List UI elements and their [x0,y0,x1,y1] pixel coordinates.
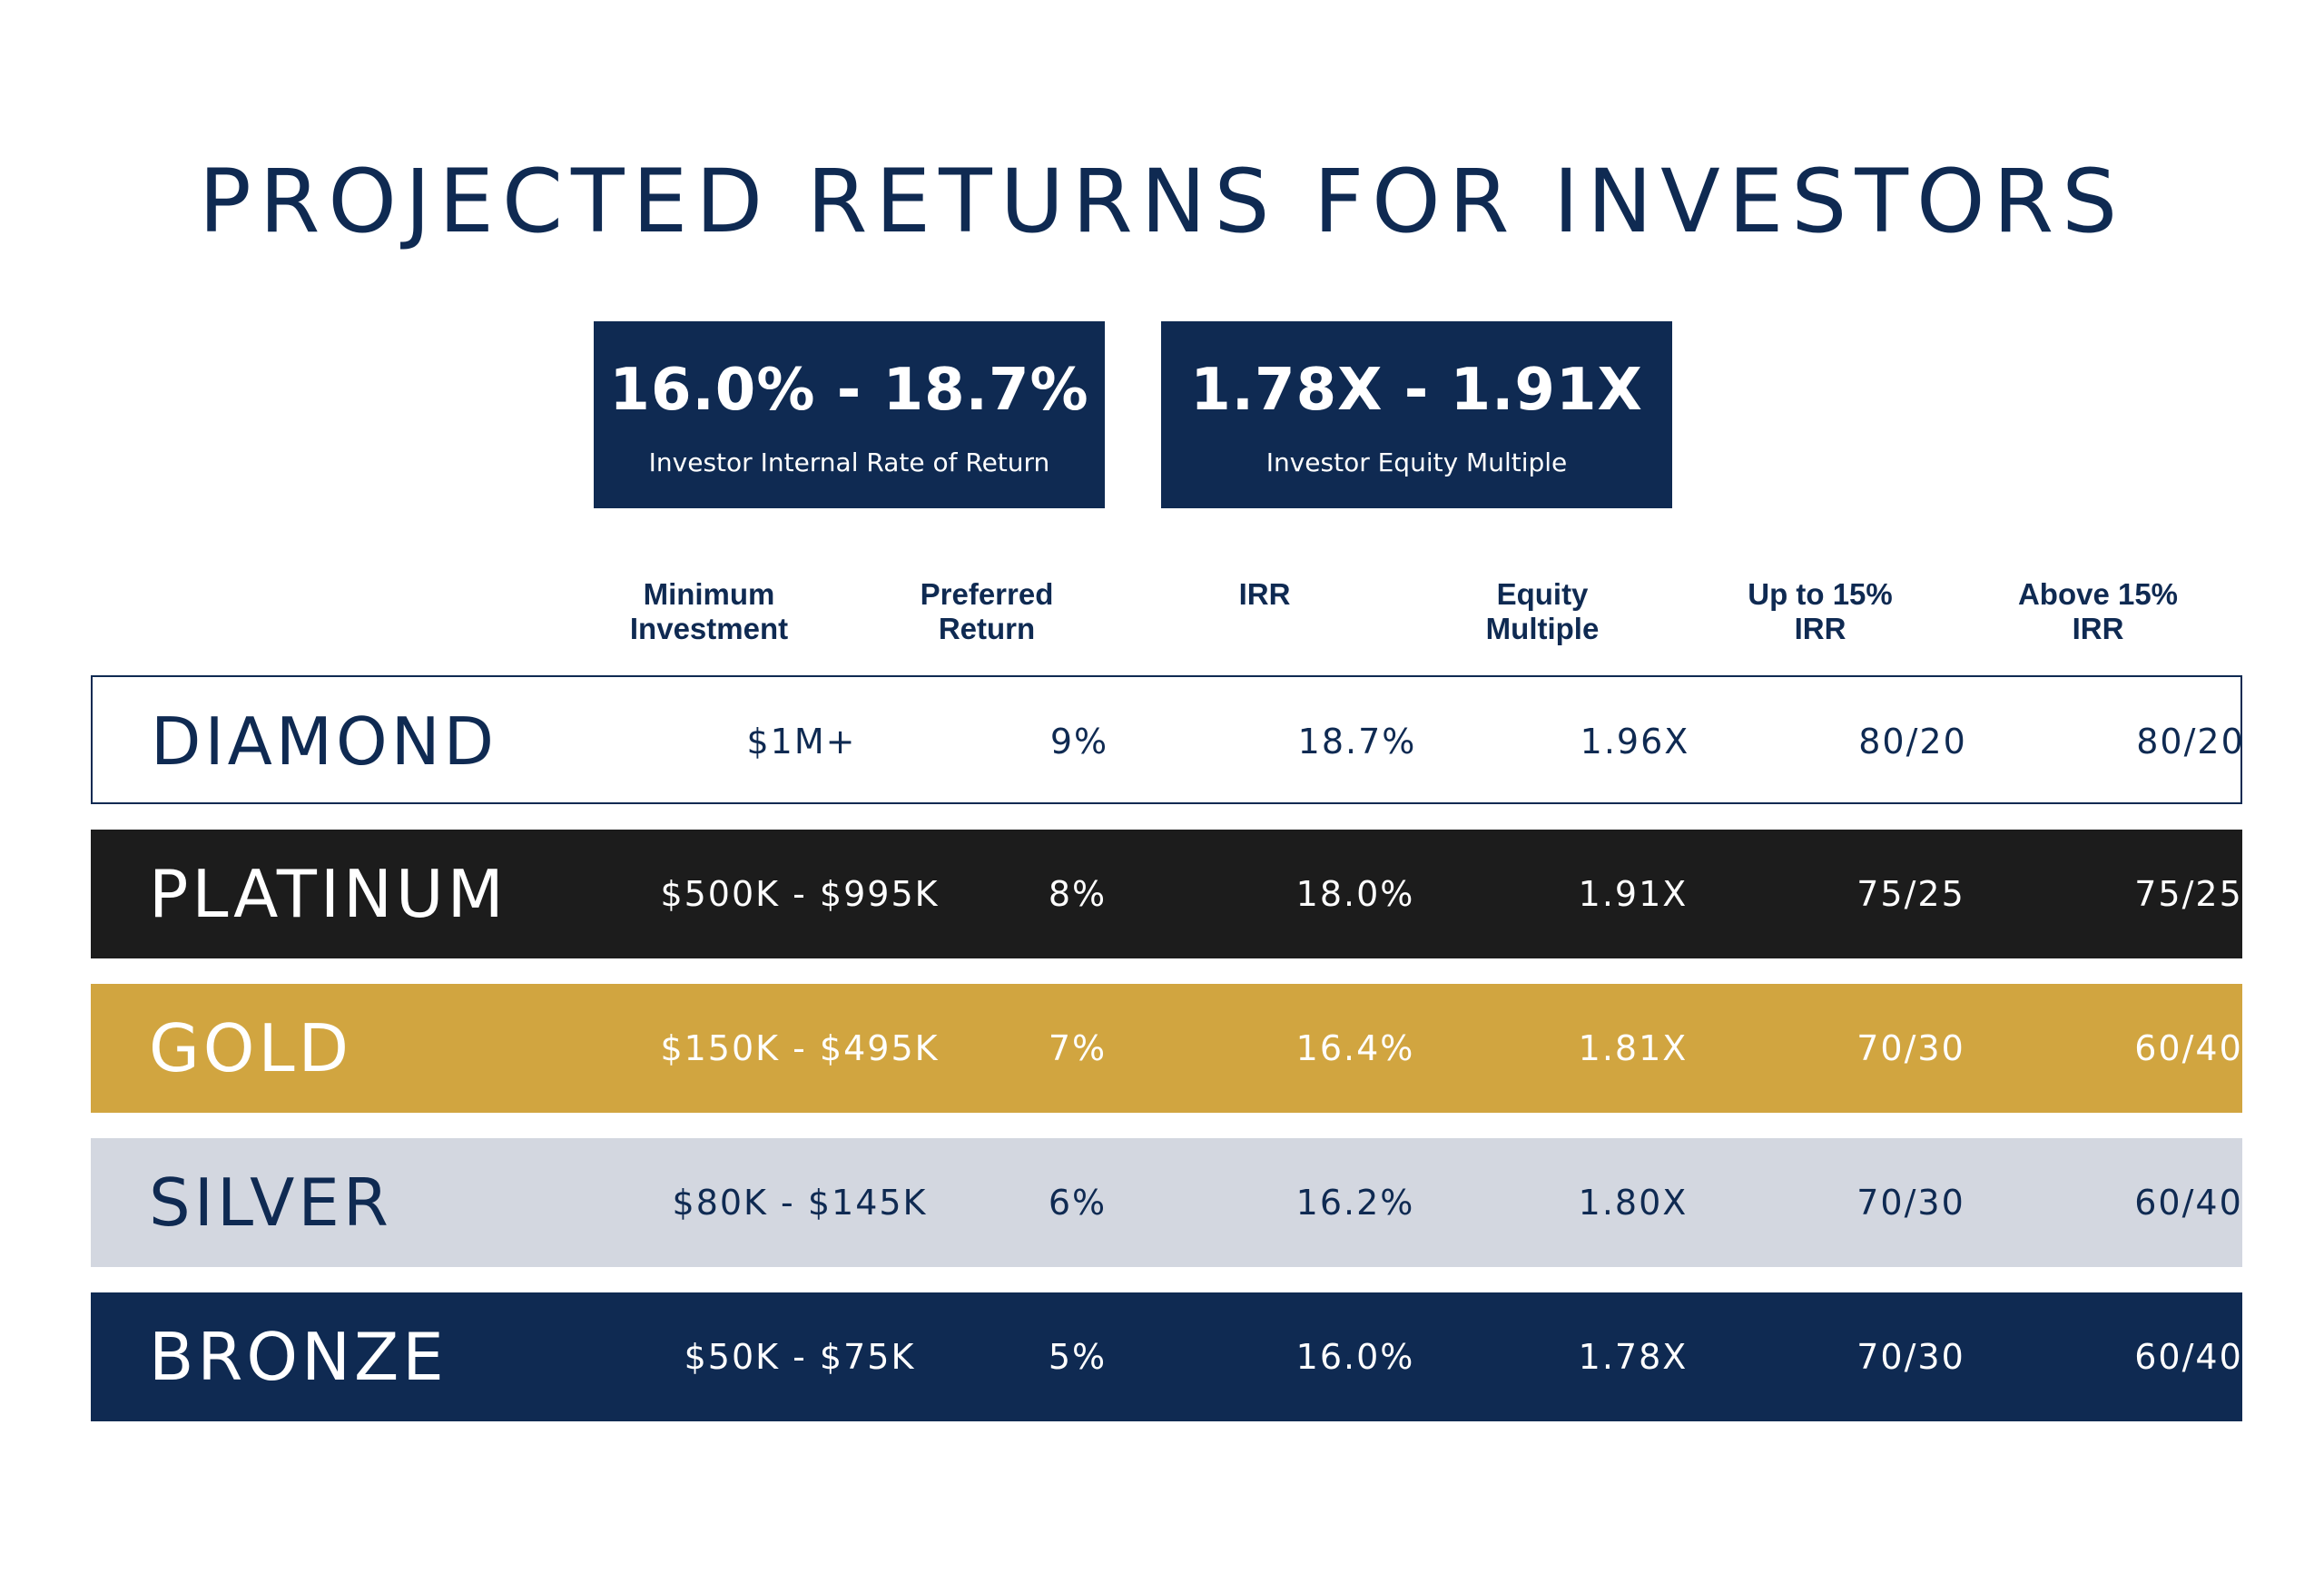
equity-multiple-range-value: 1.78X - 1.91X [1190,357,1643,424]
irr-summary-box: 16.0% - 18.7% Investor Internal Rate of … [594,321,1105,508]
column-header-line: Minimum [643,577,775,611]
column-header-irr: IRR [1128,577,1401,612]
up-to-15-irr-cell: 70/30 [1856,1183,1965,1223]
column-header-line: IRR [1238,577,1291,611]
above-15-irr-cell: 80/20 [2136,722,2245,762]
tier-name: PLATINUM [149,856,507,932]
column-header-up-to-15-irr: Up to 15% IRR [1684,577,1956,646]
preferred-return-cell: 5% [1048,1337,1108,1377]
tier-row-gold: GOLD $150K - $495K 7% 16.4% 1.81X 70/30 … [91,984,2242,1113]
above-15-irr-cell: 75/25 [2134,874,2243,914]
preferred-return-cell: 8% [1048,874,1108,914]
tier-row-platinum: PLATINUM $500K - $995K 8% 18.0% 1.91X 75… [91,830,2242,958]
column-header-line: Equity [1496,577,1589,611]
irr-cell: 18.0% [1295,874,1415,914]
minimum-investment-cell: $80K - $145K [672,1183,928,1223]
minimum-investment-cell: $150K - $495K [660,1028,940,1068]
page-title: PROJECTED RETURNS FOR INVESTORS [198,151,2126,252]
preferred-return-cell: 7% [1048,1028,1108,1068]
tier-name: SILVER [149,1164,392,1241]
irr-cell: 16.4% [1295,1028,1415,1068]
irr-cell: 16.2% [1295,1183,1415,1223]
column-header-line: Preferred [920,577,1054,611]
minimum-investment-cell: $1M+ [746,722,857,762]
equity-multiple-cell: 1.91X [1578,874,1689,914]
minimum-investment-cell: $500K - $995K [660,874,940,914]
column-header-equity-multiple: Equity Multiple [1406,577,1679,646]
equity-multiple-summary-box: 1.78X - 1.91X Investor Equity Multiple [1161,321,1672,508]
column-header-preferred-return: Preferred Return [851,577,1123,646]
irr-cell: 18.7% [1297,722,1417,762]
tier-row-diamond: DIAMOND $1M+ 9% 18.7% 1.96X 80/20 80/20 [91,675,2243,804]
preferred-return-cell: 9% [1049,722,1109,762]
up-to-15-irr-cell: 70/30 [1856,1337,1965,1377]
above-15-irr-cell: 60/40 [2134,1337,2243,1377]
up-to-15-irr-cell: 80/20 [1858,722,1967,762]
column-header-line: Return [938,612,1036,645]
tier-row-bronze: BRONZE $50K - $75K 5% 16.0% 1.78X 70/30 … [91,1292,2242,1421]
tier-name: GOLD [149,1010,353,1086]
column-header-above-15-irr: Above 15% IRR [1962,577,2234,646]
above-15-irr-cell: 60/40 [2134,1028,2243,1068]
tier-name: DIAMOND [151,703,498,780]
column-header-minimum-investment: Minimum Investment [573,577,845,646]
column-header-line: Above 15% [2017,577,2179,611]
equity-multiple-cell: 1.78X [1578,1337,1689,1377]
tier-name: BRONZE [149,1319,448,1395]
up-to-15-irr-cell: 70/30 [1856,1028,1965,1068]
up-to-15-irr-cell: 75/25 [1856,874,1965,914]
above-15-irr-cell: 60/40 [2134,1183,2243,1223]
equity-multiple-cell: 1.80X [1578,1183,1689,1223]
irr-range-caption: Investor Internal Rate of Return [648,447,1050,477]
minimum-investment-cell: $50K - $75K [684,1337,916,1377]
equity-multiple-range-caption: Investor Equity Multiple [1265,447,1568,477]
column-header-line: IRR [1794,612,1846,645]
irr-cell: 16.0% [1295,1337,1415,1377]
column-header-line: IRR [2072,612,2124,645]
equity-multiple-cell: 1.96X [1580,722,1690,762]
column-header-line: Up to 15% [1748,577,1893,611]
column-header-line: Investment [629,612,789,645]
irr-range-value: 16.0% - 18.7% [609,357,1089,424]
tier-row-silver: SILVER $80K - $145K 6% 16.2% 1.80X 70/30… [91,1138,2242,1267]
equity-multiple-cell: 1.81X [1578,1028,1689,1068]
preferred-return-cell: 6% [1048,1183,1108,1223]
column-header-line: Multiple [1485,612,1600,645]
